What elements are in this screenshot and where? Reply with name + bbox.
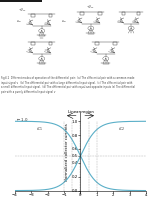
Bar bbox=[113, 42, 117, 45]
Text: $v_{cm}$: $v_{cm}$ bbox=[16, 18, 22, 25]
Text: $\leftarrow$1.0: $\leftarrow$1.0 bbox=[16, 116, 28, 123]
Bar bbox=[80, 12, 84, 15]
Bar bbox=[98, 12, 102, 15]
Text: Fig.6.2  Different modes of operation of the differential pair:  (a) The differe: Fig.6.2 Different modes of operation of … bbox=[1, 76, 135, 94]
Text: Linear region: Linear region bbox=[67, 110, 93, 114]
Bar bbox=[31, 14, 35, 17]
Bar bbox=[122, 12, 125, 15]
Bar bbox=[49, 14, 52, 17]
Text: $v_{cm}$: $v_{cm}$ bbox=[61, 18, 67, 25]
Text: PDF: PDF bbox=[7, 5, 35, 18]
Bar bbox=[137, 12, 140, 15]
Y-axis label: Normalized collector currents: Normalized collector currents bbox=[65, 124, 69, 181]
Text: $+V_{CC}$: $+V_{CC}$ bbox=[18, 6, 27, 13]
Bar bbox=[31, 42, 35, 45]
Text: $i_{C2}$: $i_{C2}$ bbox=[118, 125, 125, 133]
Text: $+V_{CC}$: $+V_{CC}$ bbox=[86, 3, 95, 11]
Bar bbox=[95, 42, 99, 45]
Bar bbox=[49, 42, 52, 45]
Text: $i_{C1}$: $i_{C1}$ bbox=[36, 125, 43, 133]
